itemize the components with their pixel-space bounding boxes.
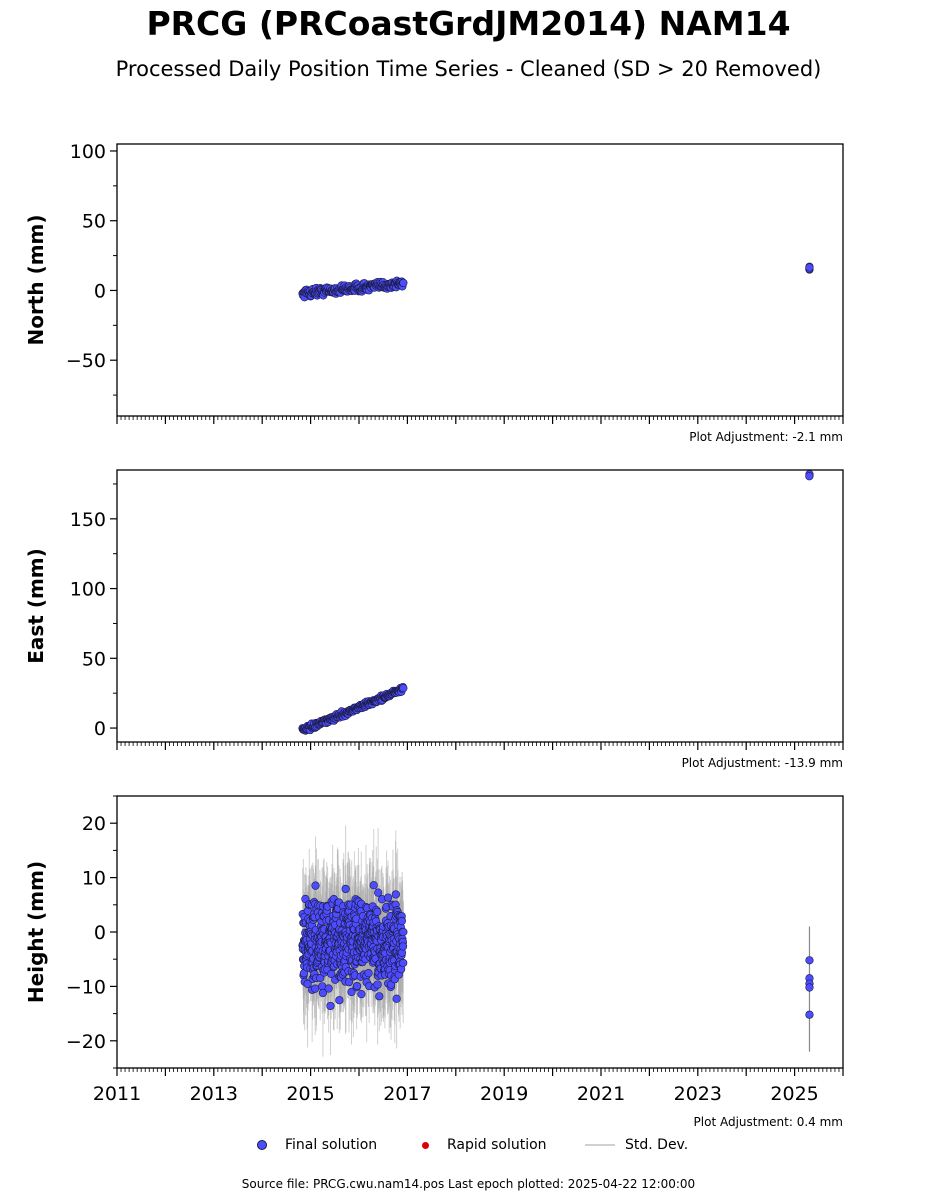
data-point [399, 958, 408, 968]
y-tick-label: 50 [82, 211, 106, 233]
x-tick-label: 2019 [480, 1083, 528, 1105]
y-tick-label: −20 [66, 1031, 106, 1053]
data-point [326, 1001, 335, 1011]
plot-frame [116, 795, 844, 1069]
data-point [805, 472, 814, 481]
y-tick-label: 150 [70, 509, 106, 531]
data-point [805, 1010, 814, 1019]
data-point [805, 263, 814, 272]
data-point [373, 980, 382, 989]
data-point [399, 278, 408, 287]
y-axis-label: North (mm) [24, 214, 48, 345]
east-panel: 0 50 100 150 East (mm) Plot Adjustment: -13.9… [24, 469, 844, 770]
chart-subtitle: Processed Daily Position Time Series - C… [115, 57, 822, 81]
data-point [391, 890, 400, 899]
plot-adjustment: Plot Adjustment: -2.1 mm [689, 430, 843, 444]
x-tick-label: 2017 [383, 1083, 431, 1105]
data-point [374, 888, 383, 897]
data-point [373, 907, 382, 916]
x-tick-label: 2021 [577, 1083, 625, 1105]
data-point [316, 973, 325, 983]
data-point [311, 984, 320, 993]
legend: Final solution Rapid solution Std. Dev. [0, 1137, 937, 1157]
data-point [369, 881, 378, 890]
y-tick-label: 100 [70, 141, 106, 163]
chart-title: PRCG (PRCoastGrdJM2014) NAM14 [146, 4, 791, 43]
height-panel: −20 −10 0 10 20 2011 2013 2015 2017 2019 2021 2023 2… [24, 795, 844, 1129]
data-point [303, 979, 312, 988]
data-point [344, 978, 354, 987]
legend-rapid: Rapid solution [422, 1137, 547, 1153]
data-point [347, 987, 356, 997]
data-point [335, 996, 344, 1005]
data-point [805, 956, 814, 965]
data-point [383, 893, 393, 902]
plot-adjustment: Plot Adjustment: -13.9 mm [682, 756, 843, 770]
y-axis-label: Height (mm) [24, 861, 48, 1003]
x-tick-label: 2025 [770, 1083, 818, 1105]
data-point [805, 983, 814, 992]
y-axis-label: East (mm) [24, 548, 48, 664]
plot-area [298, 262, 814, 302]
legend-final-label: Final solution [285, 1137, 378, 1153]
x-tick-label: 2011 [93, 1083, 141, 1105]
x-tick-label: 2015 [286, 1083, 334, 1105]
legend-std-label: Std. Dev. [625, 1137, 689, 1153]
north-panel: −50 0 50 100 North (mm) Plot Adjustment: -2.1… [24, 141, 844, 444]
data-point [398, 942, 408, 951]
data-point [341, 884, 350, 894]
data-point [311, 881, 320, 890]
plot-frame [116, 143, 844, 417]
legend-std-marker [585, 1144, 615, 1146]
data-point [318, 988, 328, 998]
data-point [357, 990, 366, 999]
y-tick-label: 0 [94, 718, 106, 740]
legend-std: Std. Dev. [585, 1137, 688, 1153]
plot-area [298, 825, 814, 1057]
x-tick-label: 2023 [674, 1083, 722, 1105]
legend-final: Final solution [257, 1137, 377, 1153]
data-point [352, 981, 362, 991]
x-tick-label: 2013 [190, 1083, 238, 1105]
y-tick-label: 10 [82, 868, 106, 890]
y-tick-label: −50 [66, 350, 106, 372]
y-tick-label: 20 [82, 813, 106, 835]
legend-rapid-label: Rapid solution [447, 1137, 547, 1153]
y-tick-label: 0 [94, 280, 106, 302]
y-tick-label: 100 [70, 579, 106, 601]
data-point [399, 684, 408, 693]
plot-adjustment: Plot Adjustment: 0.4 mm [694, 1115, 843, 1129]
plot-area [298, 470, 814, 735]
data-point [324, 984, 333, 993]
y-tick-label: 0 [94, 922, 106, 944]
y-tick-label: −10 [66, 976, 106, 998]
data-point [397, 916, 406, 926]
data-point [364, 969, 373, 978]
legend-rapid-marker [422, 1141, 429, 1149]
plot-frame [116, 469, 844, 743]
data-point [375, 992, 384, 1001]
data-point [399, 927, 408, 937]
y-tick-label: 50 [82, 648, 106, 670]
source-note: Source file: PRCG.cwu.nam14.pos Last epo… [241, 1177, 696, 1191]
data-point [392, 994, 401, 1003]
legend-final-marker [257, 1140, 267, 1150]
